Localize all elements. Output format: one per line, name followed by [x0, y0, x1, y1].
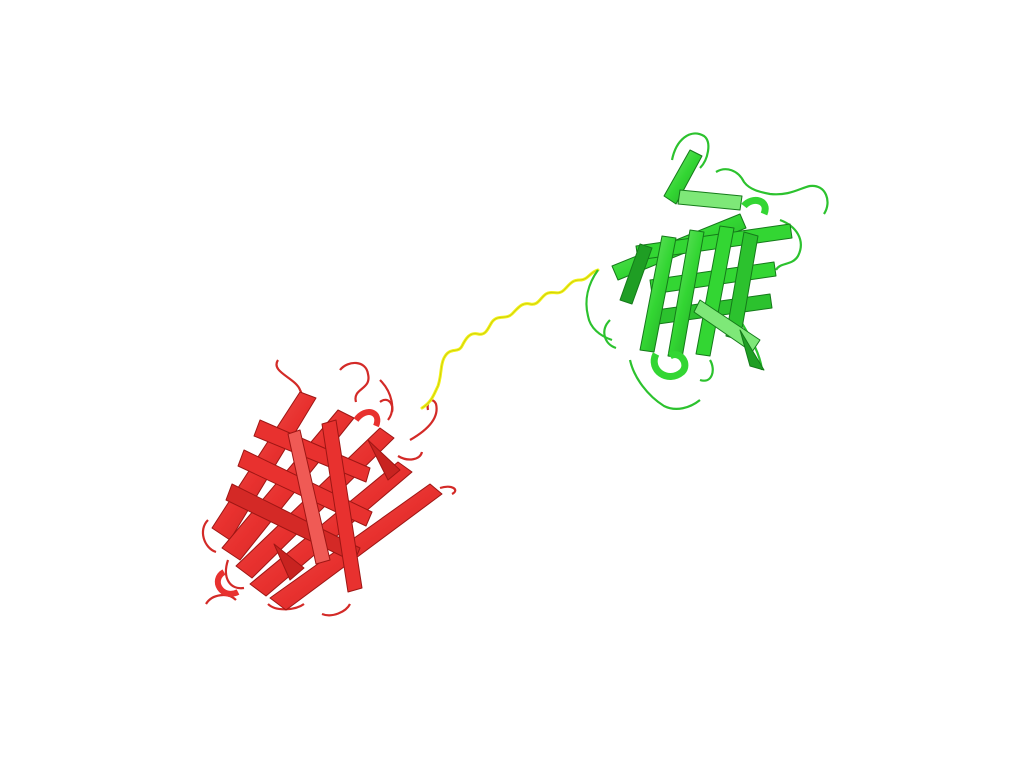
green-beta-strands: [611, 149, 793, 371]
yellow-linker: [420, 268, 600, 410]
red-helix-turns: [215, 409, 381, 597]
green-helix-turns: [650, 196, 769, 380]
green-beta-barrel-domain: [585, 132, 829, 410]
red-beta-strands: [211, 391, 443, 611]
red-loops: [201, 359, 457, 617]
red-beta-barrel-domain: [201, 359, 457, 617]
